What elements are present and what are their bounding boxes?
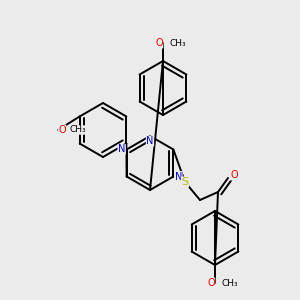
Text: S: S (182, 177, 189, 187)
Text: O: O (155, 38, 163, 48)
Text: O: O (207, 278, 215, 288)
Text: CH₃: CH₃ (70, 125, 87, 134)
Text: CH₃: CH₃ (170, 38, 187, 47)
Text: N: N (118, 145, 125, 154)
Text: CH₃: CH₃ (222, 278, 238, 287)
Text: O: O (58, 125, 66, 135)
Text: N: N (146, 136, 154, 146)
Text: O: O (230, 170, 238, 180)
Text: N: N (175, 172, 182, 182)
